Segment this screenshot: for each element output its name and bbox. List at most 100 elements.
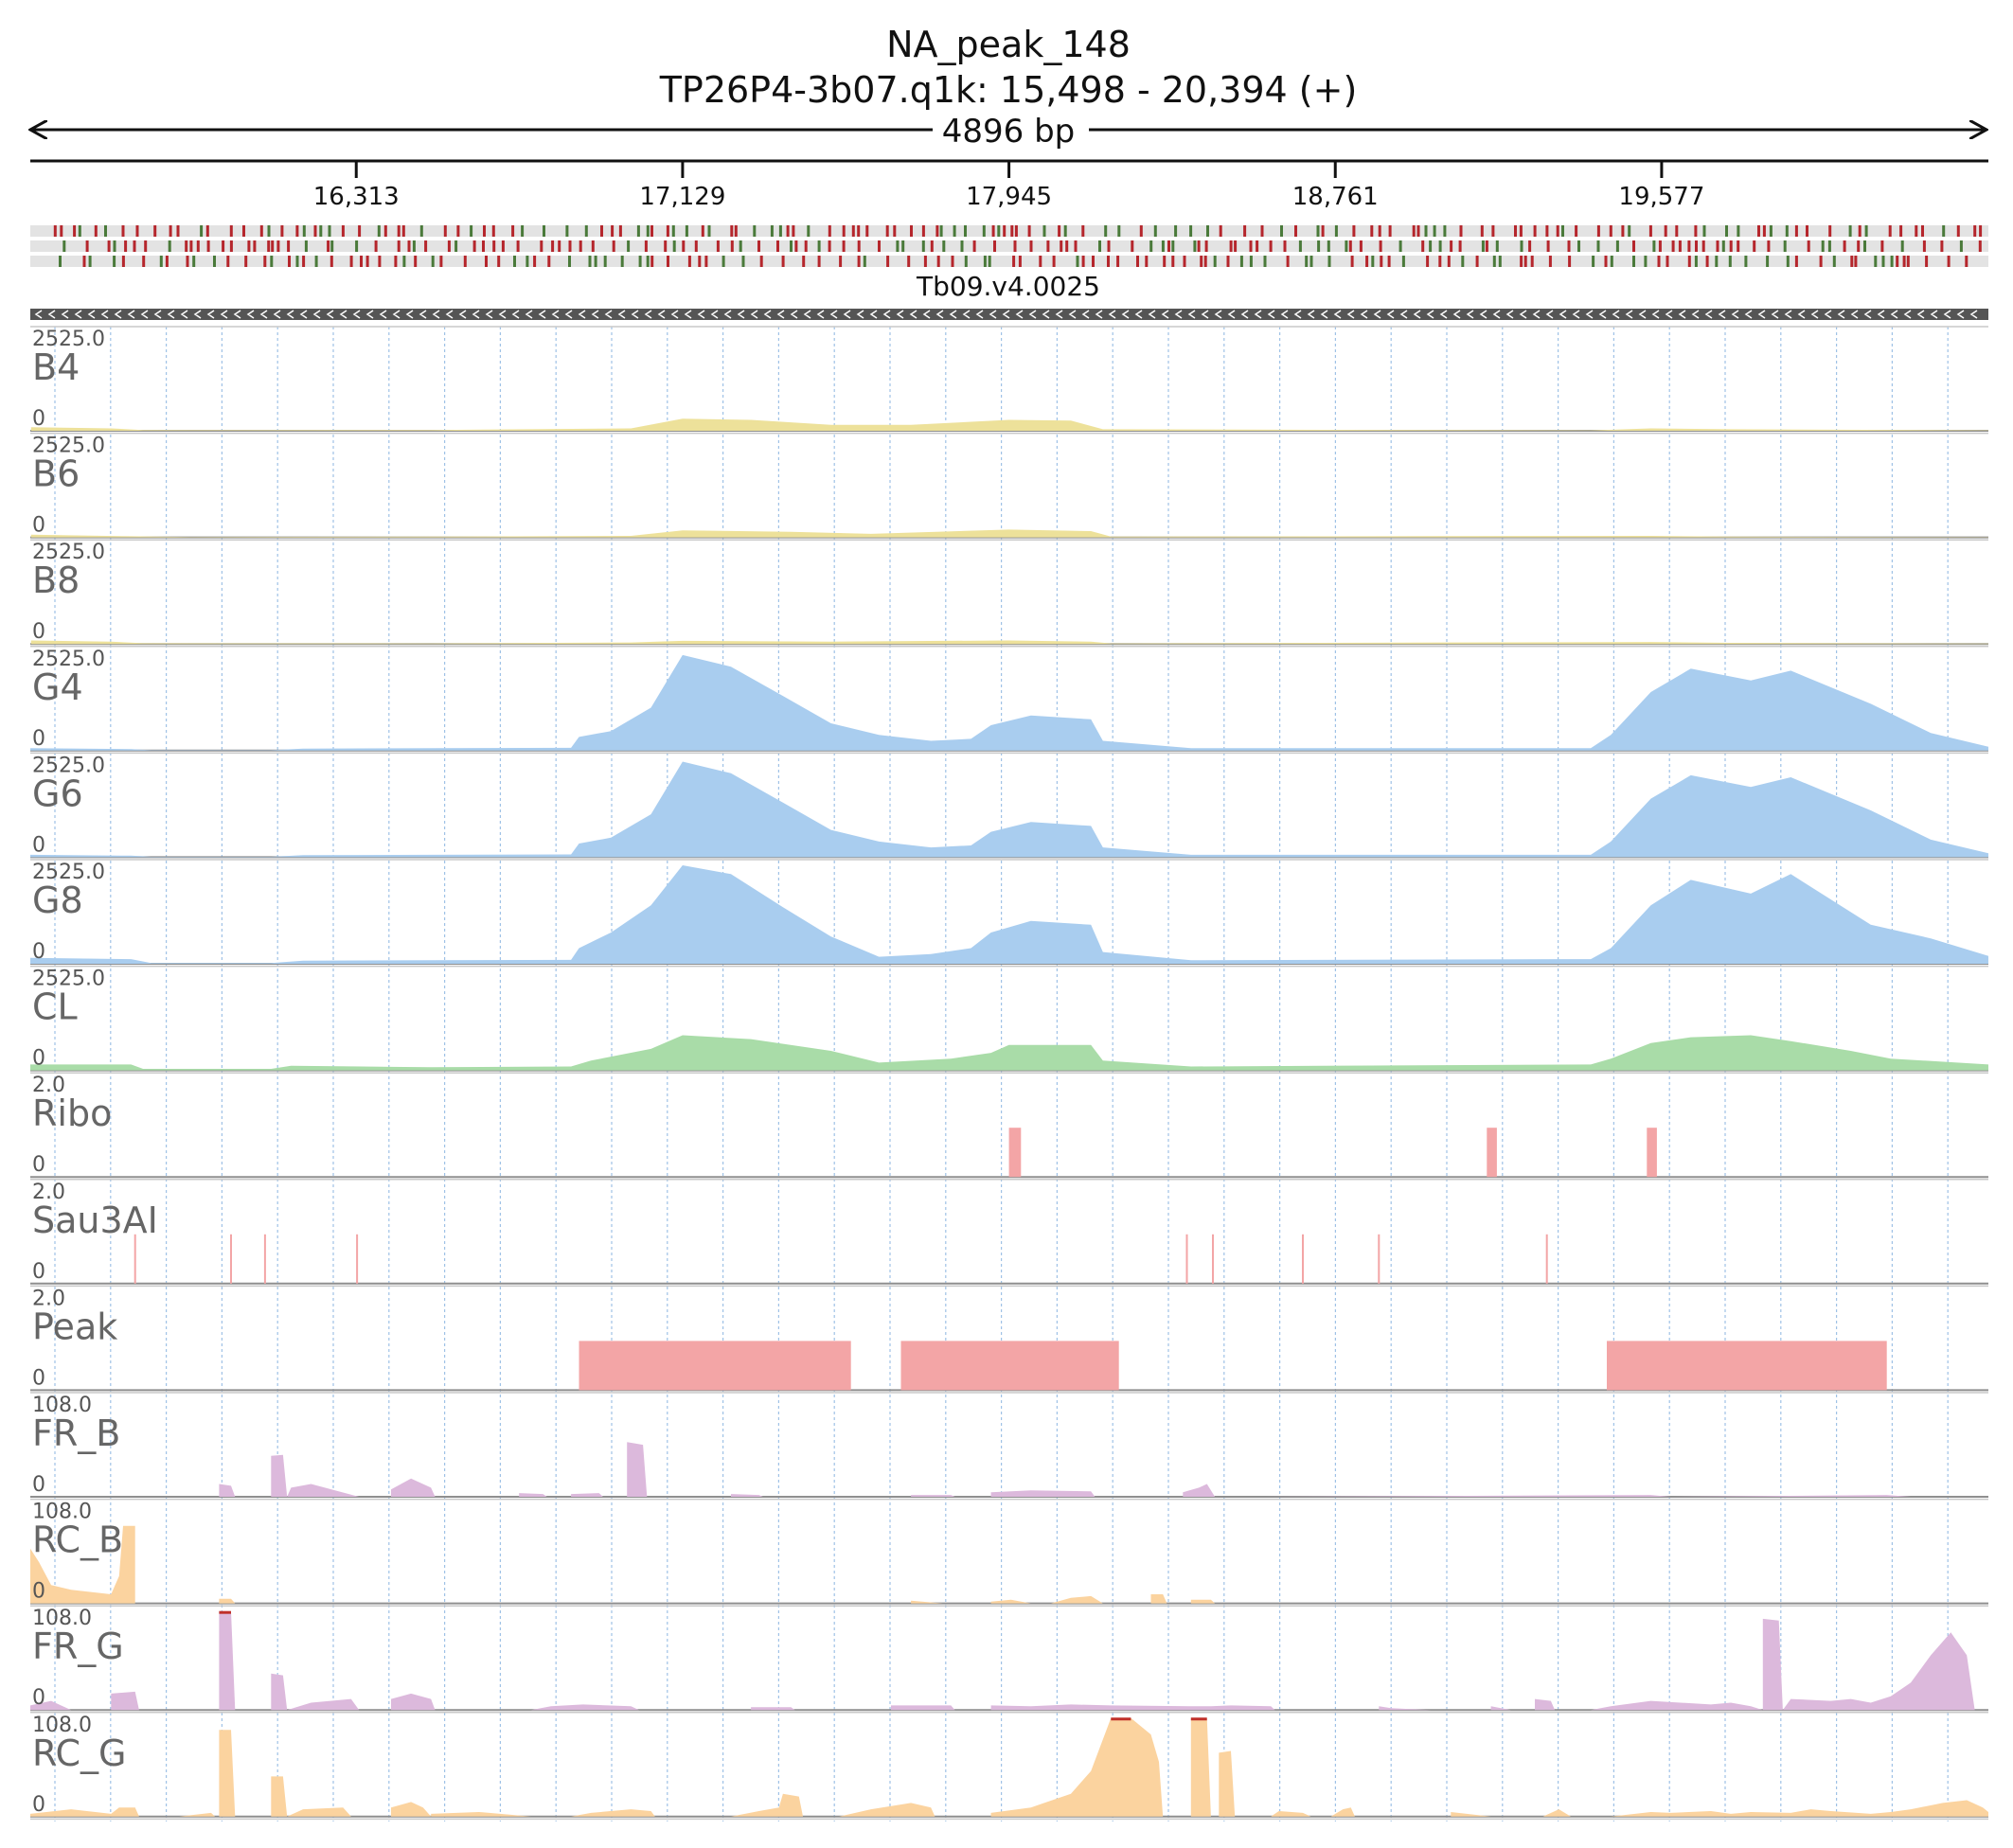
track-name-label: Peak [32,1306,117,1347]
variant-mark [792,225,795,237]
variant-mark [1438,256,1442,267]
variant-mark [839,256,843,267]
variant-mark [828,240,831,252]
variant-mark [53,225,57,237]
variant-mark [62,240,66,252]
track-max-label: 108.0 [32,1394,92,1417]
variant-mark [1104,225,1108,237]
variant-mark [786,225,790,237]
variant-mark [1203,256,1207,267]
variant-mark [377,225,381,237]
variant-mark [1827,240,1831,252]
track-signal [30,654,1988,751]
variant-mark [907,256,911,267]
track-name-label: RC_B [32,1519,123,1561]
variant-mark [1350,256,1354,267]
variant-mark [885,225,889,237]
variant-mark [672,240,676,252]
variant-mark [770,225,774,237]
variant-mark [1848,225,1852,237]
grid-lines [54,327,1949,1821]
span-label: 4896 bp [942,113,1076,151]
track-name-label: FR_G [32,1626,124,1667]
variant-mark [1753,240,1756,252]
variant-mark [1896,256,1899,267]
variant-mark [1675,225,1679,237]
variant-mark [1694,225,1698,237]
variant-mark [636,225,640,237]
variant-mark [1371,256,1375,267]
track-signal [30,1611,1988,1711]
variant-mark [1687,256,1691,267]
variant-mark [730,225,734,237]
track-min-label: 0 [32,514,45,538]
variant-mark [1481,240,1485,252]
gene-body[interactable] [30,309,1988,320]
variant-mark [851,225,855,237]
variant-mark [1189,225,1193,237]
variant-mark [1458,240,1462,252]
variant-mark [1864,225,1868,237]
variant-mark [757,240,760,252]
variant-mark [1003,225,1006,237]
track-min-label: 0 [32,1473,45,1497]
variant-mark [991,225,995,237]
variant-mark [1263,256,1267,267]
variant-mark [121,256,125,267]
variant-mark [482,240,485,252]
variant-mark [470,225,473,237]
variant-mark [960,240,964,252]
track-b6: 2525.0B6 0 [30,432,1988,539]
variant-mark [1716,240,1719,252]
variant-mark [828,225,831,237]
variant-mark [497,256,501,267]
variant-mark [666,225,669,237]
variant-mark [1556,225,1559,237]
variant-mark [910,225,913,237]
variant-mark [939,225,943,237]
variant-mark [365,256,369,267]
variant-mark [638,256,642,267]
variant-mark [1171,256,1175,267]
variant-mark [1610,256,1613,267]
variant-mark [1807,240,1810,252]
variant-mark [200,225,204,237]
variant-mark [964,225,967,237]
track-rc_b: 108.0RC_B 0 [30,1498,1988,1605]
variant-mark [394,256,398,267]
variant-mark [1744,256,1748,267]
ruler-tick-label: 17,129 [639,183,725,211]
variant-mark [1567,240,1571,252]
gene-track[interactable] [30,309,1988,320]
ruler-tick-label: 16,313 [313,183,400,211]
variant-mark [226,256,230,267]
variant-mark [551,240,555,252]
ruler-ticks: 16,313 17,129 17,945 18,761 19,577 [313,161,1704,211]
track-fr_b: 108.0FR_B 0 [30,1392,1988,1498]
variant-mark [936,256,940,267]
variant-mark [1596,240,1600,252]
variant-mark [842,225,846,237]
variant-mark [682,240,686,252]
variant-mark [1365,256,1369,267]
variant-mark [1767,240,1771,252]
variant-mark [349,256,353,267]
track-max-label: 2525.0 [32,861,105,884]
variant-mark [1412,225,1416,237]
variant-mark [817,256,821,267]
track-g4: 2525.0G4 0 [30,646,1988,752]
feature-bar [1607,1341,1887,1391]
variant-mark [694,240,698,252]
variant-mark [1459,225,1463,237]
variant-mark [1305,256,1309,267]
variant-mark [857,240,861,252]
variant-mark [603,256,607,267]
variant-mark [1380,256,1383,267]
variant-mark [863,256,866,267]
variant-mark [1644,256,1648,267]
variant-mark [1806,225,1808,237]
variant-mark [1628,225,1631,237]
variant-mark [1219,225,1222,237]
variant-mark [314,256,318,267]
variant-mark [687,256,691,267]
